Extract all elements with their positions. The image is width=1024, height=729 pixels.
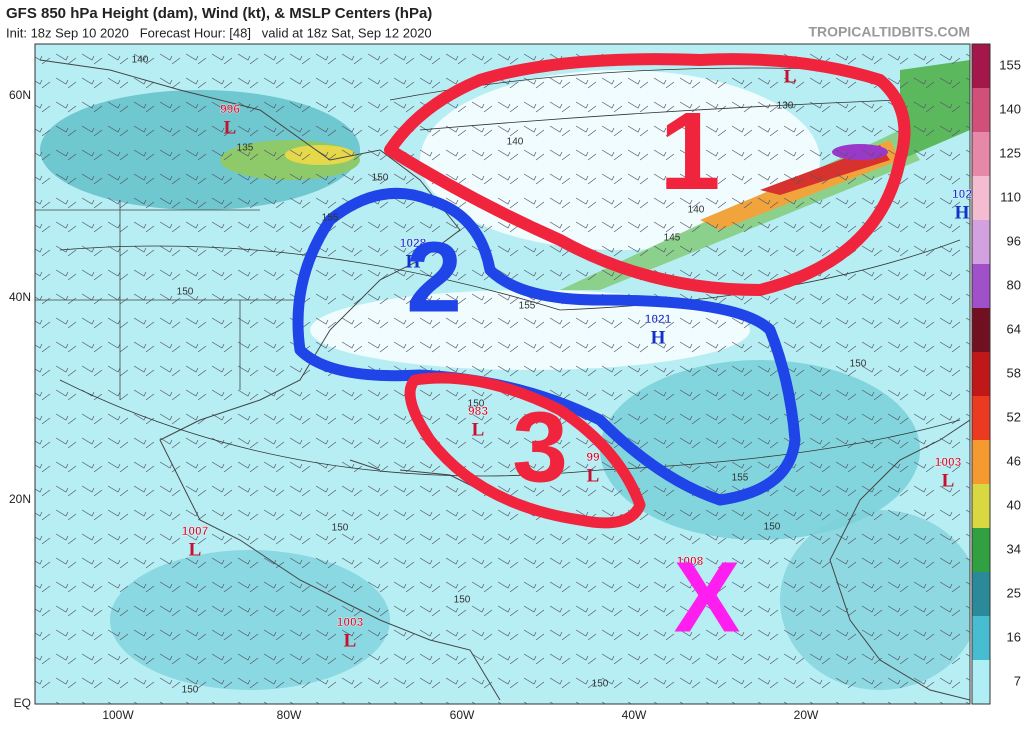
pressure-symbol: L — [942, 470, 955, 491]
colorbar-segment — [972, 220, 990, 264]
map-area — [35, 44, 970, 704]
hand-annotations — [292, 53, 911, 529]
colorbar-segment — [972, 572, 990, 616]
pressure-value: 1003 — [935, 455, 962, 469]
contour-label: 150 — [850, 359, 867, 370]
colorbar-label: 140 — [999, 101, 1021, 116]
colorbar-label: 7 — [1014, 673, 1021, 688]
contour-label: 130 — [777, 101, 794, 112]
colorbar-segment — [972, 176, 990, 220]
pressure-value: 99 — [586, 450, 600, 464]
contour-label: 155 — [322, 213, 339, 224]
pressure-value: 983 — [468, 404, 488, 418]
contour-label: 150 — [592, 679, 609, 690]
colorbar-label: 64 — [1007, 321, 1021, 336]
lon-label: 40W — [622, 708, 647, 722]
annotation-label: X — [674, 541, 741, 653]
lat-label: 40N — [9, 290, 31, 304]
contour-label: 140 — [132, 55, 149, 66]
pressure-symbol: H — [406, 251, 421, 272]
annotation-loop-3 — [404, 372, 646, 529]
title: GFS 850 hPa Height (dam), Wind (kt), & M… — [6, 5, 432, 22]
colorbar-label: 96 — [1007, 233, 1021, 248]
pressure-symbol: L — [472, 419, 485, 440]
pressure-value: 1021 — [645, 312, 672, 326]
colorbar-segment — [972, 528, 990, 572]
lon-label: 60W — [450, 708, 475, 722]
colorbar-label: 40 — [1007, 497, 1021, 512]
lon-label: 100W — [102, 708, 134, 722]
colorbar-segment — [972, 352, 990, 396]
lat-label: EQ — [14, 696, 31, 710]
colorbar-segment — [972, 616, 990, 660]
lat-label: 60N — [9, 88, 31, 102]
colorbar-segment — [972, 484, 990, 528]
contour-label: 150 — [764, 522, 781, 533]
lon-label: 20W — [794, 708, 819, 722]
colorbar-segment — [972, 308, 990, 352]
colorbar-label: 25 — [1007, 585, 1021, 600]
colorbar-label: 58 — [1007, 365, 1021, 380]
colorbar-segment — [972, 88, 990, 132]
pressure-value: 996 — [220, 102, 240, 116]
contour-label: 145 — [664, 233, 681, 244]
colorbar-segment — [972, 396, 990, 440]
contour-label: 150 — [454, 595, 471, 606]
colorbar-segment — [972, 660, 990, 704]
contour-label: 155 — [732, 473, 749, 484]
pressure-value: 1003 — [337, 615, 364, 629]
colorbar-label: 80 — [1007, 277, 1021, 292]
contour-label: 150 — [177, 287, 194, 298]
lat-label: 20N — [9, 492, 31, 506]
pressure-symbol: H — [955, 202, 970, 223]
pressure-symbol: H — [651, 327, 666, 348]
colorbar-segment — [972, 132, 990, 176]
credit: TROPICALTIDBITS.COM — [808, 24, 970, 40]
colorbar-label: 155 — [999, 57, 1021, 72]
annotation-loop-2 — [292, 187, 801, 506]
contour-label: 140 — [507, 137, 524, 148]
contour-label: 150 — [468, 399, 485, 410]
colorbar-segment — [972, 44, 990, 88]
colorbar-segment — [972, 264, 990, 308]
map-frame — [34, 43, 971, 705]
pressure-value: 1008 — [677, 554, 704, 568]
contour-label: 140 — [688, 205, 705, 216]
pressure-symbol: L — [784, 66, 797, 87]
colorbar-label: 125 — [999, 145, 1021, 160]
pressure-value: 102 — [952, 187, 972, 201]
annotation-label: 2 — [406, 221, 462, 333]
colorbar-label: 52 — [1007, 409, 1021, 424]
colorbar-segment — [972, 440, 990, 484]
contour-label: 150 — [182, 685, 199, 696]
pressure-value: 1007 — [182, 524, 209, 538]
contour-label: 135 — [690, 181, 707, 192]
colorbar-frame — [971, 43, 991, 705]
pressure-value: 1028 — [400, 236, 427, 250]
contour-label: 150 — [332, 523, 349, 534]
colorbar-label: 16 — [1007, 629, 1021, 644]
subtitle: Init: 18z Sep 10 2020 Forecast Hour: [48… — [6, 25, 432, 40]
colorbar-label: 110 — [1000, 189, 1021, 204]
annotation-loop-1 — [384, 53, 911, 296]
pressure-symbol: L — [344, 630, 357, 651]
colorbar-label: 34 — [1007, 541, 1021, 556]
annotation-label: 1 — [659, 90, 720, 213]
contour-label: 150 — [372, 173, 389, 184]
colorbar-label: 46 — [1007, 453, 1021, 468]
pressure-symbol: L — [587, 465, 600, 486]
contour-label: 155 — [519, 301, 536, 312]
pressure-symbol: L — [224, 117, 237, 138]
annotation-label: 3 — [512, 391, 568, 503]
lon-label: 80W — [277, 708, 302, 722]
contour-label: 135 — [237, 143, 254, 154]
pressure-symbol: L — [189, 539, 202, 560]
